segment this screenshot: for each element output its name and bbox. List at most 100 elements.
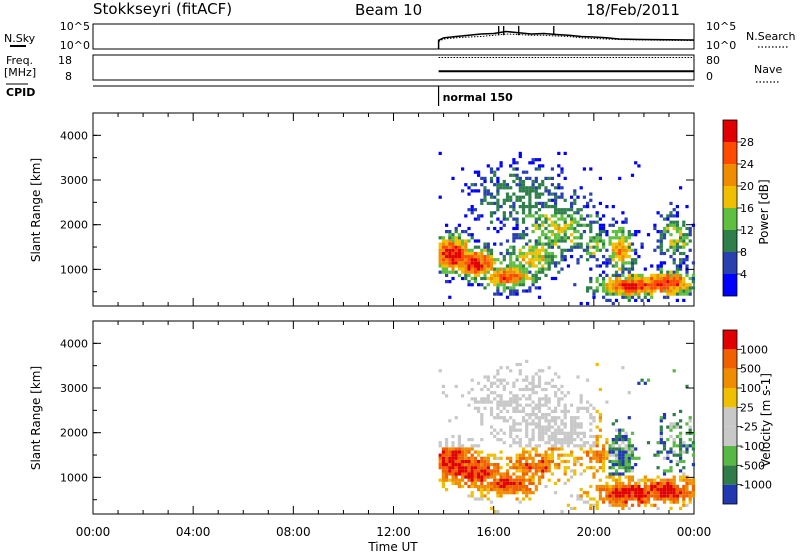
heatmap-cell bbox=[480, 264, 484, 268]
heatmap-cell bbox=[515, 264, 519, 268]
heatmap-cell bbox=[557, 431, 561, 435]
heatmap-cell bbox=[659, 497, 663, 501]
heatmap-cell bbox=[624, 245, 628, 249]
heatmap-cell bbox=[547, 198, 551, 202]
heatmap-cell bbox=[554, 208, 558, 212]
heatmap-cell bbox=[528, 394, 532, 398]
heatmap-cell bbox=[579, 214, 583, 218]
heatmap-cell bbox=[624, 431, 628, 435]
heatmap-cell bbox=[688, 419, 692, 423]
heatmap-cell bbox=[547, 230, 551, 234]
heatmap-cell bbox=[483, 286, 487, 290]
heatmap-cell bbox=[598, 484, 602, 489]
heatmap-cell bbox=[544, 419, 548, 423]
heatmap-cell bbox=[598, 223, 602, 227]
heatmap-cell bbox=[614, 298, 619, 302]
heatmap-cell bbox=[608, 280, 612, 284]
heatmap-cell bbox=[679, 453, 683, 457]
heatmap-cell bbox=[582, 205, 586, 209]
heatmap-cell bbox=[602, 223, 606, 227]
heatmap-cell bbox=[685, 292, 689, 296]
heatmap-cell bbox=[531, 463, 535, 467]
heatmap-cell bbox=[502, 283, 506, 287]
heatmap-cell bbox=[598, 233, 602, 237]
heatmap-cell bbox=[627, 466, 631, 470]
heatmap-cell bbox=[650, 295, 654, 299]
heatmap-cell bbox=[669, 220, 673, 224]
freq-left-label-1: Freq. bbox=[6, 54, 33, 67]
cpid-row: CPID normal 150 bbox=[6, 83, 694, 106]
heatmap-cell bbox=[666, 273, 670, 277]
heatmap-cell bbox=[541, 387, 545, 392]
heatmap-cell bbox=[659, 491, 663, 495]
heatmap-cell bbox=[640, 497, 644, 501]
heatmap-cell bbox=[589, 447, 593, 451]
heatmap-cell bbox=[470, 258, 474, 262]
heatmap-cell bbox=[483, 384, 487, 388]
heatmap-cell bbox=[486, 387, 490, 392]
heatmap-cell bbox=[512, 419, 516, 423]
heatmap-cell bbox=[512, 422, 516, 426]
heatmap-cell bbox=[688, 416, 692, 420]
heatmap-cell bbox=[531, 258, 535, 262]
heatmap-cell bbox=[656, 276, 660, 281]
heatmap-cell bbox=[650, 273, 654, 277]
x-tick-label: 08:00 bbox=[276, 525, 311, 539]
heatmap-cell bbox=[499, 261, 503, 265]
heatmap-cell bbox=[515, 258, 519, 262]
heatmap-cell bbox=[505, 217, 510, 221]
heatmap-cell bbox=[563, 438, 567, 442]
heatmap-cell bbox=[531, 438, 535, 442]
heatmap-cell bbox=[675, 459, 679, 464]
heatmap-cell bbox=[493, 484, 497, 489]
heatmap-cell bbox=[515, 220, 519, 224]
heatmap-cell bbox=[608, 239, 612, 243]
heatmap-cell bbox=[675, 425, 679, 429]
heatmap-cell bbox=[675, 214, 679, 218]
heatmap-cell bbox=[563, 434, 567, 439]
heatmap-cell bbox=[672, 481, 676, 485]
heatmap-cell bbox=[518, 176, 522, 180]
heatmap-cell bbox=[438, 236, 442, 240]
heatmap-cell bbox=[624, 255, 628, 259]
heatmap-cell bbox=[688, 500, 692, 504]
heatmap-cell bbox=[473, 466, 477, 470]
heatmap-cell bbox=[467, 261, 471, 265]
heatmap-cell bbox=[637, 503, 641, 507]
heatmap-cell bbox=[544, 387, 548, 392]
heatmap-cell bbox=[630, 258, 635, 262]
heatmap-cell bbox=[445, 478, 449, 482]
heatmap-cell bbox=[550, 205, 554, 209]
heatmap-cell bbox=[448, 242, 452, 246]
heatmap-cell bbox=[621, 494, 625, 498]
heatmap-cell bbox=[611, 472, 615, 476]
heatmap-cell bbox=[528, 248, 532, 252]
heatmap-cell bbox=[531, 186, 535, 190]
heatmap-cell bbox=[493, 463, 497, 467]
heatmap-cell bbox=[499, 283, 503, 287]
heatmap-cell bbox=[502, 286, 506, 290]
heatmap-cell bbox=[512, 192, 516, 196]
heatmap-cell bbox=[493, 397, 497, 401]
heatmap-cell bbox=[653, 481, 657, 485]
heatmap-cell bbox=[650, 484, 654, 489]
heatmap-cell bbox=[624, 488, 628, 492]
heatmap-cell bbox=[502, 481, 506, 485]
heatmap-cell bbox=[602, 286, 606, 290]
heatmap-cell bbox=[554, 466, 558, 470]
heatmap-cell bbox=[554, 419, 558, 423]
heatmap-cell bbox=[441, 270, 445, 274]
heatmap-cell bbox=[451, 242, 455, 246]
heatmap-cell bbox=[563, 459, 567, 464]
heatmap-cell bbox=[505, 280, 510, 284]
heatmap-cell bbox=[505, 491, 510, 495]
heatmap-cell bbox=[627, 292, 631, 296]
heatmap-cell bbox=[502, 475, 506, 479]
heatmap-cell bbox=[579, 397, 583, 401]
heatmap-cell bbox=[448, 280, 452, 284]
heatmap-cell bbox=[515, 283, 519, 287]
heatmap-cell bbox=[605, 497, 609, 501]
heatmap-cell bbox=[477, 189, 481, 193]
heatmap-cell bbox=[672, 450, 676, 454]
